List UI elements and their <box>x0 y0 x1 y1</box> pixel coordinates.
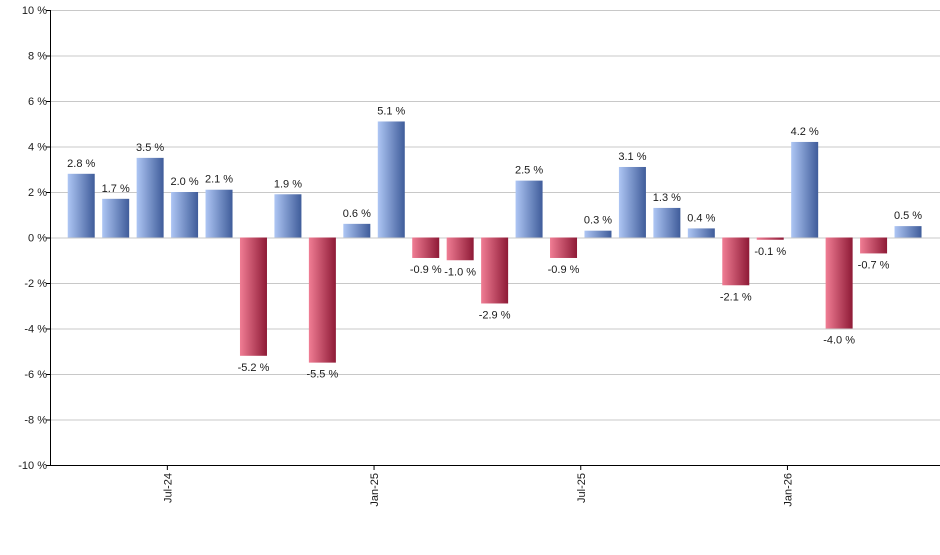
bars <box>67 121 922 363</box>
data-labels: 2.8 % 1.7 % 3.5 % 2.0 % 2.1 % -5.2 % 1.9 % -5.5… <box>67 105 922 380</box>
x-tick-label: Jan-26 <box>782 473 794 507</box>
bar-data-label: -2.1 % <box>720 291 752 303</box>
bar-data-label: -4.0 % <box>823 335 855 347</box>
bar-data-label: -0.7 % <box>858 259 890 271</box>
y-tick-label: 0 % <box>28 233 47 245</box>
y-tick-label: 4 % <box>28 142 47 154</box>
bar-data-label: -5.5 % <box>306 369 338 381</box>
bar <box>274 194 302 238</box>
bar-data-label: 4.2 % <box>791 126 819 138</box>
bar-data-label: 0.4 % <box>687 212 715 224</box>
bar <box>171 192 199 238</box>
bar <box>343 223 371 238</box>
bar <box>653 207 681 238</box>
bar <box>412 237 440 258</box>
y-tick-label: 6 % <box>28 96 47 108</box>
bar <box>756 237 784 240</box>
bar <box>136 157 164 238</box>
bar-data-label: 2.0 % <box>171 176 199 188</box>
bar <box>377 121 405 238</box>
axes <box>46 10 940 470</box>
bar-data-label: -0.9 % <box>410 264 442 276</box>
bar-data-label: -0.1 % <box>754 246 786 258</box>
x-tick-label: Jul-24 <box>162 473 174 503</box>
bar <box>205 189 233 238</box>
y-tick-label: 2 % <box>28 187 47 199</box>
y-tick-label: 8 % <box>28 51 47 63</box>
x-tick-label: Jul-25 <box>576 473 588 503</box>
bar <box>308 237 336 363</box>
bar <box>584 230 612 238</box>
bar-data-label: 1.9 % <box>274 178 302 190</box>
x-tick-labels: Jul-24 Jan-25 Jul-25 Jan-26 <box>162 473 794 507</box>
bar <box>825 237 853 329</box>
y-tick-label: 10 % <box>22 5 47 17</box>
bar <box>239 237 267 356</box>
bar-data-label: 1.7 % <box>102 183 130 195</box>
bar <box>67 173 95 238</box>
bar-data-label: -2.9 % <box>479 309 511 321</box>
bar <box>515 180 543 238</box>
y-tick-label: -4 % <box>24 324 47 336</box>
bar <box>550 237 578 258</box>
y-tick-labels: 10 % 8 % 6 % 4 % 2 % 0 % -2 % -4 % -6 % -8 % -10 % <box>18 5 47 472</box>
bar-data-label: 0.6 % <box>343 208 371 220</box>
bar <box>722 237 750 286</box>
y-tick-label: -10 % <box>18 460 47 472</box>
bar-data-label: 1.3 % <box>653 192 681 204</box>
bar-data-label: 2.5 % <box>515 165 543 177</box>
bar <box>791 141 819 238</box>
bar-data-label: 3.5 % <box>136 142 164 154</box>
y-tick-label: -8 % <box>24 415 47 427</box>
bar <box>687 228 715 238</box>
bar-data-label: -0.9 % <box>548 264 580 276</box>
y-tick-label: -6 % <box>24 369 47 381</box>
bar-data-label: 0.3 % <box>584 215 612 227</box>
bar-data-label: -1.0 % <box>444 266 476 278</box>
bar-data-label: 2.1 % <box>205 174 233 186</box>
bar <box>481 237 509 304</box>
bar-data-label: -5.2 % <box>238 362 270 374</box>
bar-data-label: 0.5 % <box>894 210 922 222</box>
bar <box>894 226 922 238</box>
bar <box>618 166 646 238</box>
bar <box>102 198 130 238</box>
bar-data-label: 2.8 % <box>67 158 95 170</box>
bar-data-label: 3.1 % <box>618 151 646 163</box>
bar <box>860 237 888 254</box>
bar <box>446 237 474 261</box>
bar-data-label: 5.1 % <box>377 105 405 117</box>
y-tick-label: -2 % <box>24 278 47 290</box>
x-tick-label: Jan-25 <box>369 473 381 507</box>
